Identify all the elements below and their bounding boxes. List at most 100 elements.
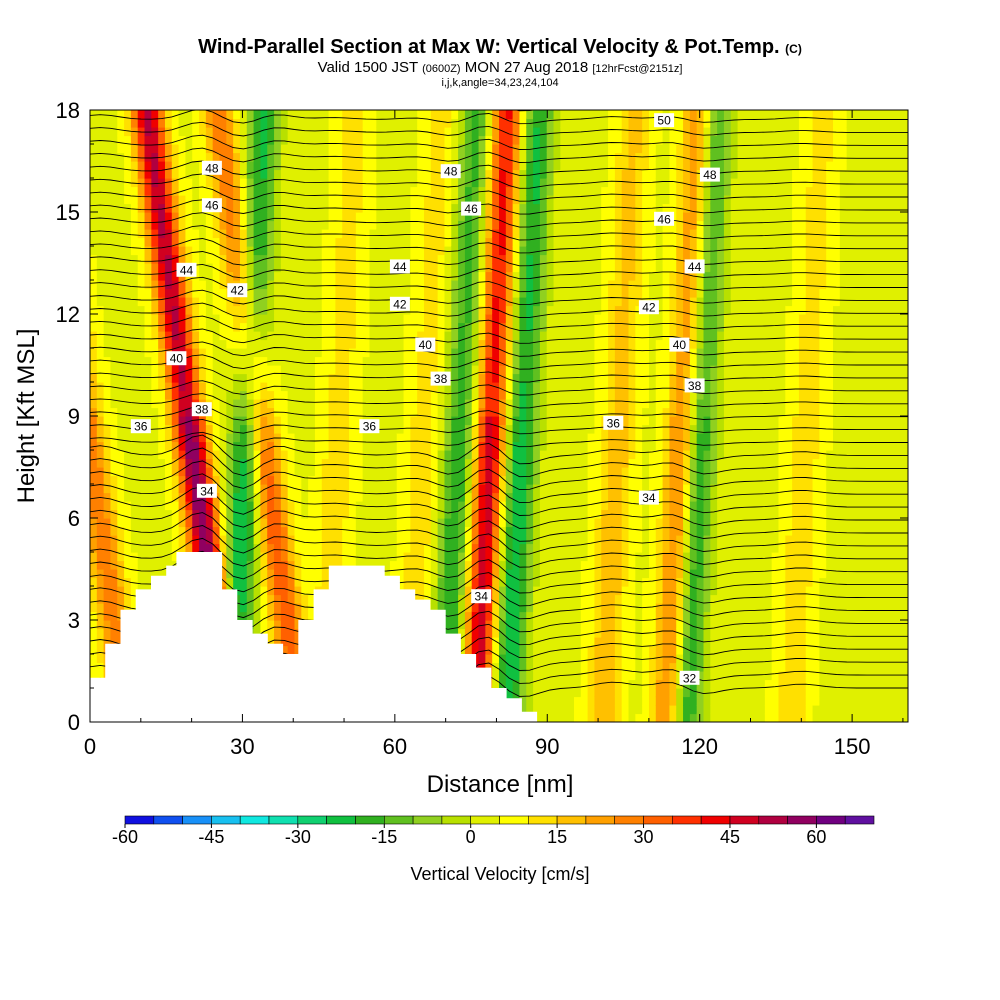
velocity-cell [301, 484, 309, 494]
velocity-cell [137, 203, 146, 213]
velocity-cell [287, 577, 296, 587]
velocity-cell [505, 535, 514, 545]
velocity-cell [246, 314, 255, 324]
velocity-cell [376, 543, 384, 553]
velocity-cell [410, 569, 418, 579]
velocity-cell [233, 518, 241, 528]
velocity-cell [342, 263, 350, 273]
velocity-cell [212, 467, 221, 477]
velocity-cell [499, 331, 507, 341]
velocity-cell [539, 365, 548, 375]
velocity-cell [478, 416, 486, 426]
velocity-cell [410, 263, 418, 273]
velocity-cell [451, 135, 459, 145]
velocity-cell [430, 390, 439, 400]
velocity-cell [485, 246, 493, 256]
velocity-cell [410, 509, 418, 519]
velocity-cell [451, 254, 459, 264]
velocity-cell [171, 467, 180, 477]
velocity-cell [164, 535, 173, 545]
velocity-cell [526, 475, 534, 485]
velocity-cell [451, 280, 459, 290]
velocity-cell [130, 492, 139, 502]
velocity-cell [117, 407, 125, 417]
velocity-cell [349, 110, 357, 120]
velocity-cell [219, 484, 227, 494]
velocity-cell [124, 594, 132, 604]
velocity-cell [437, 424, 446, 434]
velocity-cell [308, 543, 316, 553]
velocity-cell [410, 399, 418, 409]
velocity-cell [389, 348, 398, 358]
velocity-cell [499, 220, 507, 230]
velocity-cell [137, 560, 146, 570]
velocity-cell [355, 373, 364, 383]
velocity-cell [519, 288, 527, 298]
velocity-cell [151, 543, 159, 553]
velocity-cell [164, 450, 173, 460]
velocity-cell [499, 620, 507, 630]
velocity-cell [287, 628, 296, 638]
velocity-cell [492, 305, 500, 315]
velocity-cell [478, 288, 486, 298]
velocity-cell [301, 518, 309, 528]
velocity-cell [103, 535, 112, 545]
velocity-cell [171, 501, 180, 511]
velocity-cell [117, 203, 125, 213]
velocity-cell [130, 407, 139, 417]
velocity-cell [294, 467, 302, 477]
velocity-cell [267, 484, 275, 494]
velocity-cell [539, 144, 548, 154]
velocity-cell [280, 365, 289, 375]
velocity-cell [144, 331, 152, 341]
velocity-cell [308, 433, 316, 443]
velocity-cell [171, 246, 180, 256]
velocity-cell [519, 152, 527, 162]
velocity-cell [335, 220, 343, 230]
velocity-cell [369, 152, 377, 162]
velocity-cell [546, 212, 555, 222]
velocity-cell [110, 433, 118, 443]
velocity-cell [444, 433, 452, 443]
velocity-cell [526, 212, 534, 222]
velocity-cell [151, 237, 159, 247]
velocity-cell [287, 543, 296, 553]
velocity-cell [539, 186, 548, 196]
velocity-cell [90, 373, 98, 383]
velocity-cell [253, 628, 262, 638]
velocity-cell [464, 110, 473, 120]
velocity-cell [110, 458, 118, 468]
velocity-cell [124, 577, 132, 587]
velocity-cell [239, 586, 248, 596]
velocity-cell [424, 552, 432, 562]
velocity-cell [280, 620, 289, 630]
velocity-cell [444, 501, 452, 511]
velocity-cell [546, 552, 555, 562]
velocity-cell [485, 331, 493, 341]
velocity-cell [492, 229, 500, 239]
velocity-cell [430, 195, 439, 205]
velocity-cell [308, 186, 316, 196]
velocity-cell [226, 237, 234, 247]
velocity-cell [451, 203, 459, 213]
velocity-cell [403, 135, 411, 145]
velocity-cell [96, 169, 105, 179]
velocity-cell [171, 229, 180, 239]
velocity-cell [451, 118, 459, 128]
velocity-cell [280, 543, 289, 553]
velocity-cell [280, 637, 289, 647]
velocity-cell [164, 271, 173, 281]
velocity-cell [396, 331, 405, 341]
velocity-cell [274, 552, 282, 562]
velocity-cell [485, 569, 493, 579]
velocity-cell [301, 416, 309, 426]
velocity-cell [199, 314, 207, 324]
velocity-cell [314, 169, 323, 179]
velocity-cell [519, 586, 527, 596]
velocity-cell [151, 535, 159, 545]
velocity-cell [117, 560, 125, 570]
velocity-cell [90, 586, 98, 596]
velocity-cell [110, 348, 118, 358]
velocity-cell [96, 356, 105, 366]
velocity-cell [376, 382, 384, 392]
